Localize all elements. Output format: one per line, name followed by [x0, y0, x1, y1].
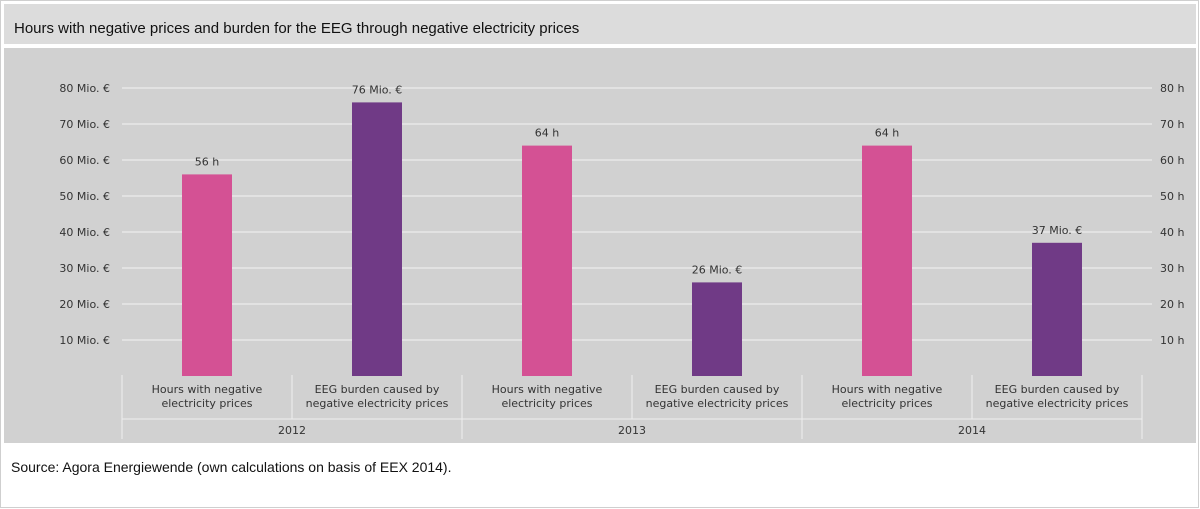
- bar-burden-2012: [352, 102, 402, 377]
- bar-hours-2012: [182, 174, 232, 376]
- chart-panel: 10 Mio. € 10 h 20 Mio. € 20 h 30 Mio. € 30 h 4…: [4, 48, 1196, 443]
- bar-hours-2014: [862, 145, 912, 376]
- y-tick-label-left: 50 Mio. €: [59, 190, 110, 203]
- bar-burden-2013: [692, 282, 742, 376]
- data-label: 64 h: [535, 127, 559, 140]
- category-label: EEG burden caused by: [315, 383, 440, 396]
- data-label: 37 Mio. €: [1032, 224, 1083, 237]
- category-label: Hours with negative: [832, 383, 943, 396]
- y-tick-label-left: 70 Mio. €: [59, 118, 110, 131]
- title-bar: Hours with negative prices and burden fo…: [4, 4, 1196, 44]
- y-tick-label-right: 40 h: [1160, 226, 1184, 239]
- bar-chart: 10 Mio. € 10 h 20 Mio. € 20 h 30 Mio. € 30 h 4…: [59, 82, 1184, 439]
- group-label: 2013: [618, 424, 646, 437]
- group-label: 2014: [958, 424, 986, 437]
- y-tick-label-left: 40 Mio. €: [59, 226, 110, 239]
- y-tick-label-left: 10 Mio. €: [59, 334, 110, 347]
- category-label: electricity prices: [161, 397, 252, 410]
- source-note: Source: Agora Energiewende (own calculat…: [11, 459, 452, 475]
- category-label: negative electricity prices: [306, 397, 449, 410]
- data-label: 64 h: [875, 127, 899, 140]
- data-label: 26 Mio. €: [692, 263, 743, 276]
- chart-title: Hours with negative prices and burden fo…: [14, 20, 580, 37]
- bar-burden-2014: [1032, 242, 1082, 376]
- y-tick-label-right: 10 h: [1160, 334, 1184, 347]
- y-tick-label-left: 60 Mio. €: [59, 154, 110, 167]
- category-label: electricity prices: [501, 397, 592, 410]
- y-tick-label-left: 20 Mio. €: [59, 298, 110, 311]
- category-label: EEG burden caused by: [995, 383, 1120, 396]
- y-tick-label-left: 80 Mio. €: [59, 82, 110, 95]
- y-tick-label-right: 30 h: [1160, 262, 1184, 275]
- y-tick-label-right: 50 h: [1160, 190, 1184, 203]
- category-label: negative electricity prices: [646, 397, 789, 410]
- y-tick-label-right: 20 h: [1160, 298, 1184, 311]
- y-tick-label-right: 60 h: [1160, 154, 1184, 167]
- y-tick-label-left: 30 Mio. €: [59, 262, 110, 275]
- category-label: electricity prices: [841, 397, 932, 410]
- bar-hours-2013: [522, 145, 572, 376]
- y-tick-label-right: 80 h: [1160, 82, 1184, 95]
- data-label: 76 Mio. €: [352, 83, 403, 96]
- category-label: Hours with negative: [152, 383, 263, 396]
- category-label: Hours with negative: [492, 383, 603, 396]
- category-label: negative electricity prices: [986, 397, 1129, 410]
- y-tick-label-right: 70 h: [1160, 118, 1184, 131]
- category-label: EEG burden caused by: [655, 383, 780, 396]
- group-label: 2012: [278, 424, 306, 437]
- data-label: 56 h: [195, 155, 219, 168]
